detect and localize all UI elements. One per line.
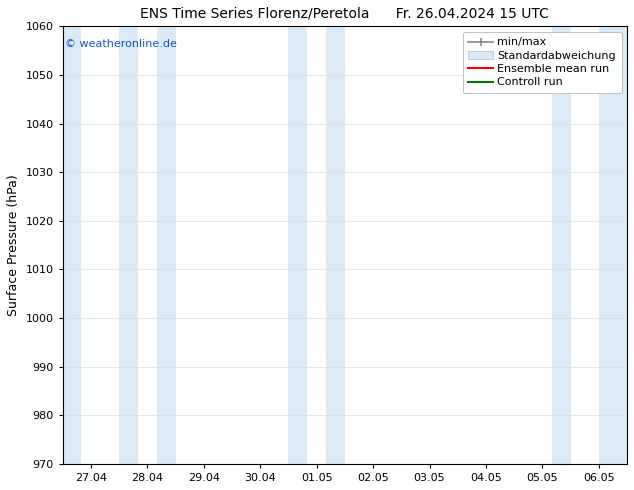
Bar [327,26,345,464]
Y-axis label: Surface Pressure (hPa): Surface Pressure (hPa) [7,174,20,316]
Legend: min/max, Standardabweichung, Ensemble mean run, Controll run: min/max, Standardabweichung, Ensemble me… [463,32,621,93]
Title: ENS Time Series Florenz/Peretola      Fr. 26.04.2024 15 UTC: ENS Time Series Florenz/Peretola Fr. 26.… [140,7,549,21]
Bar [288,26,307,464]
Bar [552,26,571,464]
Bar [119,26,138,464]
Bar [63,26,81,464]
Text: © weatheronline.de: © weatheronline.de [65,39,178,49]
Bar [157,26,176,464]
Bar [599,26,627,464]
